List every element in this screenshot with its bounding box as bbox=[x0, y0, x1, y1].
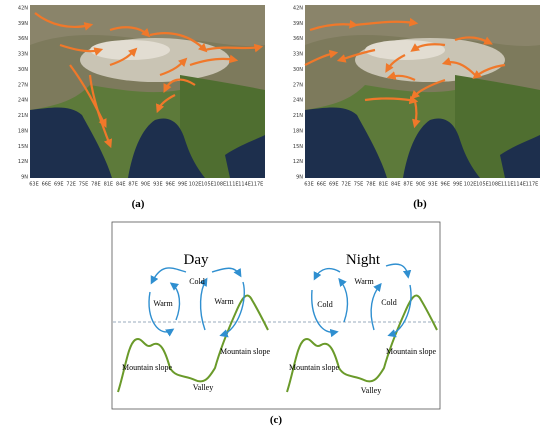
lon-label: 93E bbox=[153, 182, 163, 188]
night-left: Cold bbox=[317, 300, 333, 309]
night-right-slope: Mountain slope bbox=[386, 347, 436, 356]
lon-label: 63E bbox=[304, 182, 314, 188]
day-title: Day bbox=[184, 252, 209, 268]
lon-label: 75E bbox=[354, 182, 364, 188]
lat-label: 15N bbox=[293, 144, 303, 150]
lon-label: 66E bbox=[42, 182, 52, 188]
lat-label: 30N bbox=[293, 67, 303, 73]
lat-label: 9N bbox=[21, 175, 28, 181]
panel-label: (b) bbox=[413, 198, 427, 210]
lat-label: 27N bbox=[293, 82, 303, 88]
lon-label: 117E bbox=[526, 182, 539, 188]
lat-label: 27N bbox=[18, 82, 28, 88]
lat-label: 42N bbox=[293, 6, 303, 12]
lon-label: 114E bbox=[513, 182, 526, 188]
night-right: Cold bbox=[381, 298, 397, 307]
night-title: Night bbox=[346, 252, 381, 268]
lon-label: 117E bbox=[251, 182, 264, 188]
lat-label: 9N bbox=[296, 175, 303, 181]
lat-label: 21N bbox=[293, 113, 303, 119]
lon-label: 78E bbox=[91, 182, 101, 188]
night-valley: Valley bbox=[361, 386, 381, 395]
lon-label: 84E bbox=[391, 182, 401, 188]
panel-label: (a) bbox=[132, 198, 145, 210]
lat-label: 12N bbox=[293, 159, 303, 165]
diagram: Day Cold Warm Warm Mountain slope Mounta… bbox=[111, 221, 441, 410]
lon-label: 84E bbox=[116, 182, 126, 188]
lat-label: 33N bbox=[18, 52, 28, 58]
lon-label: 90E bbox=[416, 182, 426, 188]
lon-label: 69E bbox=[329, 182, 339, 188]
lat-label: 33N bbox=[293, 52, 303, 58]
lon-label: 108E bbox=[488, 182, 501, 188]
lon-label: 72E bbox=[341, 182, 351, 188]
lon-label: 111E bbox=[226, 182, 239, 188]
lon-label: 105E bbox=[476, 182, 489, 188]
lon-label: 81E bbox=[104, 182, 114, 188]
lon-label: 96E bbox=[441, 182, 451, 188]
lon-label: 87E bbox=[403, 182, 413, 188]
lon-label: 96E bbox=[166, 182, 176, 188]
night-left-slope: Mountain slope bbox=[289, 363, 339, 372]
lon-label: 66E bbox=[317, 182, 327, 188]
lon-label: 102E bbox=[189, 182, 202, 188]
map-b bbox=[304, 5, 540, 178]
lon-label: 105E bbox=[201, 182, 214, 188]
day-valley: Valley bbox=[193, 383, 213, 392]
lon-label: 69E bbox=[54, 182, 64, 188]
lat-label: 42N bbox=[18, 6, 28, 12]
lon-label: 72E bbox=[66, 182, 76, 188]
lon-label: 63E bbox=[29, 182, 39, 188]
lon-label: 102E bbox=[464, 182, 477, 188]
lon-label: 78E bbox=[366, 182, 376, 188]
lon-label: 108E bbox=[213, 182, 226, 188]
lat-label: 39N bbox=[293, 21, 303, 27]
day-top: Cold bbox=[189, 277, 205, 286]
lon-label: 99E bbox=[453, 182, 463, 188]
lon-label: 87E bbox=[128, 182, 138, 188]
day-right: Warm bbox=[214, 297, 234, 306]
lat-label: 18N bbox=[18, 128, 28, 134]
lat-label: 36N bbox=[18, 36, 28, 42]
lat-label: 36N bbox=[293, 36, 303, 42]
day-left-slope: Mountain slope bbox=[122, 363, 172, 372]
night-top: Warm bbox=[354, 277, 374, 286]
lon-label: 114E bbox=[238, 182, 251, 188]
lon-label: 99E bbox=[178, 182, 188, 188]
lon-label: 75E bbox=[79, 182, 89, 188]
lat-label: 12N bbox=[18, 159, 28, 165]
lat-label: 15N bbox=[18, 144, 28, 150]
lon-label: 93E bbox=[428, 182, 438, 188]
lat-label: 18N bbox=[293, 128, 303, 134]
map-a bbox=[30, 5, 265, 178]
lat-label: 21N bbox=[18, 113, 28, 119]
lon-label: 111E bbox=[501, 182, 514, 188]
lat-label: 24N bbox=[293, 98, 303, 104]
day-left: Warm bbox=[153, 299, 173, 308]
day-right-slope: Mountain slope bbox=[220, 347, 270, 356]
lat-label: 39N bbox=[18, 21, 28, 27]
lat-label: 24N bbox=[18, 98, 28, 104]
lon-label: 81E bbox=[379, 182, 389, 188]
panel-label: (c) bbox=[270, 414, 283, 426]
lon-label: 90E bbox=[141, 182, 151, 188]
lat-label: 30N bbox=[18, 67, 28, 73]
